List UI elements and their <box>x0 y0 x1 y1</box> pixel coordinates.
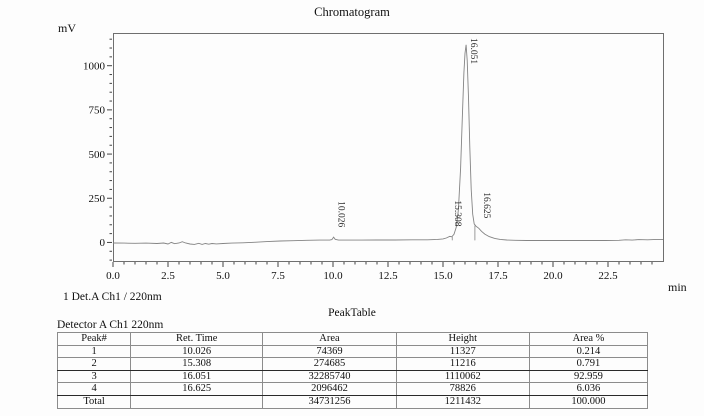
table-row: 1 10.026 74369 11327 0.214 <box>56 344 649 359</box>
x-tick-label: 17.5 <box>488 270 508 282</box>
peak-table-body: 1 10.026 74369 11327 0.214 2 15.308 274685 11216… <box>56 344 649 409</box>
table-cell: 11327 <box>395 344 530 359</box>
peak-rt-label: 10.026 <box>336 201 346 227</box>
x-tick-label: 5.0 <box>216 270 230 282</box>
table-cell: 78826 <box>395 382 530 396</box>
table-cell: 16.625 <box>130 382 264 396</box>
peak-table-title: PeakTable <box>328 307 376 319</box>
table-cell: 100.000 <box>528 394 649 409</box>
table-cell: 1110062 <box>395 369 530 384</box>
table-cell: 16.051 <box>130 369 264 384</box>
table-cell: 2096462 <box>262 382 397 396</box>
column-header: Ret. Time <box>130 332 264 346</box>
y-tick-label: 1000 <box>83 60 106 72</box>
total-row: Total 34731256 1211432 100.000 <box>56 394 649 409</box>
x-tick-label: 2.5 <box>161 270 175 282</box>
column-header: Peak# <box>56 332 132 346</box>
peak-table: Peak# Ret. Time Area Height Area % 1 10.026 74… <box>56 332 649 409</box>
detector-channel-label: Detector A Ch1 220nm <box>57 319 164 331</box>
y-tick-label: 750 <box>89 105 106 117</box>
x-tick-label: 15.0 <box>433 270 453 282</box>
table-cell: Total <box>56 394 132 409</box>
y-tick-label: 0 <box>100 237 106 249</box>
trace-line <box>112 44 663 245</box>
table-cell: 3 <box>56 369 132 384</box>
x-tick-label: 10.0 <box>323 270 343 282</box>
table-cell: 92.959 <box>528 369 649 384</box>
x-tick-label: 7.5 <box>271 270 285 282</box>
peak-table-head: Peak# Ret. Time Area Height Area % <box>56 332 649 346</box>
table-row: 4 16.625 2096462 78826 6.036 <box>56 382 649 396</box>
table-cell: 0.214 <box>528 344 649 359</box>
table-cell: 1211432 <box>395 394 530 409</box>
table-cell: 74369 <box>262 344 397 359</box>
x-tick-label: 22.5 <box>598 270 618 282</box>
chromatogram-plot: 0.0 2.5 5.0 7.5 10.0 12.5 15.0 17.5 20.0 22.5 0 250… <box>83 33 664 282</box>
peak-rt-label: 16.051 <box>468 38 478 64</box>
table-row: 2 15.308 274685 11216 0.791 <box>56 357 649 371</box>
table-cell: 274685 <box>262 357 397 371</box>
x-tick-label: 20.0 <box>543 270 563 282</box>
x-tick-label: 12.5 <box>378 270 398 282</box>
y-tick-label: 250 <box>89 193 106 205</box>
table-cell: 2 <box>56 357 132 371</box>
table-cell: 10.026 <box>130 344 264 359</box>
x-axis-unit-label: min <box>668 280 687 294</box>
axis-box <box>113 33 664 262</box>
table-cell: 6.036 <box>528 382 649 396</box>
table-cell: 34731256 <box>262 394 397 409</box>
table-cell: 11216 <box>395 357 530 371</box>
table-cell: 32285740 <box>262 369 397 384</box>
table-cell: 15.308 <box>130 357 264 371</box>
peak-rt-label: 16.625 <box>481 192 491 218</box>
column-header: Area % <box>528 332 649 346</box>
table-cell <box>130 394 264 409</box>
chart-title: Chromatogram <box>314 5 390 19</box>
table-cell: 4 <box>56 382 132 396</box>
x-tick-label: 0.0 <box>106 270 120 282</box>
column-header: Area <box>262 332 397 346</box>
table-cell: 0.791 <box>528 357 649 371</box>
header-row: Peak# Ret. Time Area Height Area % <box>56 332 649 346</box>
y-axis-unit-label: mV <box>58 21 76 35</box>
table-cell: 1 <box>56 344 132 359</box>
column-header: Height <box>395 332 530 346</box>
detector-annotation: 1 Det.A Ch1 / 220nm <box>63 291 162 303</box>
table-row: 3 16.051 32285740 1110062 92.959 <box>56 369 649 384</box>
peak-rt-label: 15.308 <box>452 200 462 226</box>
y-tick-label: 500 <box>89 149 106 161</box>
